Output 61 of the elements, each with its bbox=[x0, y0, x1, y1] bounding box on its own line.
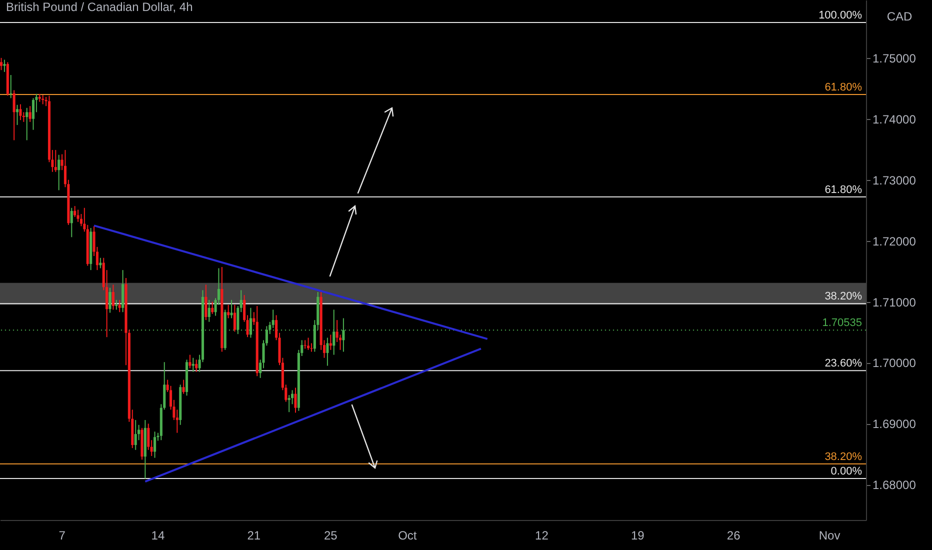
y-tick-label: 1.75000 bbox=[872, 51, 916, 66]
candlestick bbox=[0, 57, 3, 71]
y-tick-label: 1.72000 bbox=[872, 234, 916, 248]
annotation: 23.60% bbox=[824, 358, 862, 370]
candlestick bbox=[99, 257, 102, 269]
y-tick-label: 1.71000 bbox=[872, 295, 916, 310]
y-tick-label: 1.74000 bbox=[872, 112, 916, 126]
candlestick bbox=[76, 209, 80, 222]
y-tick-label: 1.69000 bbox=[872, 417, 916, 432]
y-tick-label: 1.73000 bbox=[872, 173, 916, 188]
annotation: 0.00% bbox=[830, 466, 862, 478]
annotation: 38.20% bbox=[824, 290, 862, 303]
candlestick bbox=[134, 420, 137, 450]
chart-title: British Pound / Canadian Dollar, 4h bbox=[6, 0, 193, 14]
candlestick bbox=[195, 359, 198, 372]
candlestick bbox=[3, 59, 6, 72]
candlestick bbox=[26, 107, 28, 141]
x-tick-label: 19 bbox=[630, 528, 645, 542]
candlestick bbox=[32, 98, 35, 130]
y-tick-label: 1.70000 bbox=[872, 356, 916, 370]
candlestick bbox=[112, 284, 114, 310]
x-tick-label: 14 bbox=[151, 528, 165, 542]
candlestick bbox=[211, 301, 214, 314]
candlestick bbox=[108, 287, 112, 314]
x-tick-label: 7 bbox=[58, 528, 66, 542]
candlestick bbox=[188, 354, 192, 369]
candlestick bbox=[307, 337, 310, 350]
candlestick bbox=[204, 284, 208, 321]
candlestick bbox=[227, 304, 230, 319]
x-tick-label: 21 bbox=[247, 528, 261, 542]
annotation: 100.00% bbox=[818, 10, 862, 22]
candlestick bbox=[54, 149, 57, 172]
annotation: 61.80% bbox=[824, 81, 862, 94]
candlestick bbox=[154, 431, 156, 458]
candlestick bbox=[16, 104, 19, 126]
candlestick bbox=[19, 104, 22, 121]
candlestick bbox=[118, 299, 121, 313]
candlestick bbox=[122, 270, 124, 313]
candlestick bbox=[12, 90, 16, 141]
candlestick bbox=[326, 337, 329, 366]
x-tick-label: 12 bbox=[535, 528, 549, 542]
y-tick-label: 1.68000 bbox=[872, 478, 916, 492]
candlestick bbox=[192, 357, 194, 372]
annotation: 61.80% bbox=[824, 184, 862, 196]
candlestick bbox=[230, 299, 233, 319]
x-tick-label: 25 bbox=[324, 528, 338, 542]
ref-line-label: 1.70535 bbox=[822, 317, 862, 330]
candlestick bbox=[329, 334, 332, 350]
candlestick bbox=[208, 299, 210, 322]
candlestick bbox=[233, 304, 236, 332]
x-tick-label: Nov bbox=[818, 528, 840, 542]
candlestick bbox=[58, 154, 60, 191]
candlestick bbox=[28, 106, 32, 122]
y-axis-title: CAD bbox=[886, 10, 912, 24]
x-tick-label: Oct bbox=[398, 528, 418, 542]
candlestick bbox=[182, 379, 185, 394]
x-tick-label: 26 bbox=[726, 528, 741, 542]
annotation: 38.20% bbox=[824, 450, 862, 463]
candlestick bbox=[74, 206, 76, 218]
candlestick bbox=[294, 387, 297, 414]
candlestick bbox=[70, 207, 73, 238]
